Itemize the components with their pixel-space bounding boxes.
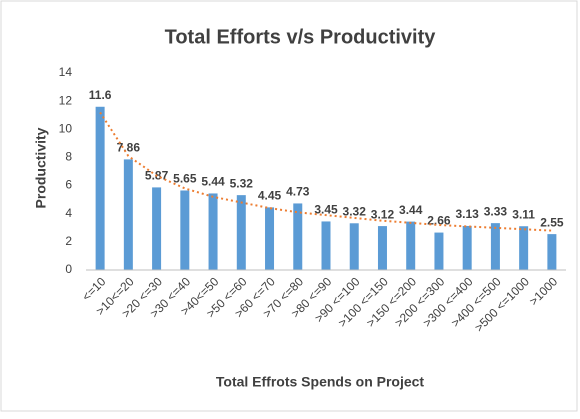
y-tick-label: 12 (59, 93, 73, 107)
bar (321, 221, 331, 270)
bar (462, 225, 472, 270)
value-label: 4.45 (258, 189, 282, 203)
value-label: 2.66 (427, 214, 451, 228)
value-label: 7.86 (117, 141, 141, 155)
value-label: 3.45 (314, 203, 338, 217)
bar (152, 187, 162, 270)
bar (265, 207, 275, 270)
y-tick-label: 14 (59, 65, 73, 79)
x-axis-title: Total Effrots Spends on Project (216, 374, 425, 390)
trendline (99, 111, 552, 232)
value-label: 11.6 (89, 88, 112, 102)
value-label: 3.44 (399, 203, 423, 217)
y-axis-title: Productivity (33, 127, 49, 208)
y-tick-label: 2 (65, 234, 72, 248)
y-tick-label: 6 (65, 178, 72, 192)
bar (236, 195, 246, 270)
y-tick-label: 4 (65, 206, 72, 220)
bar (349, 223, 359, 270)
value-label: 3.33 (484, 204, 508, 218)
value-label: 5.65 (173, 172, 197, 186)
bar (406, 221, 416, 270)
bar (519, 226, 529, 270)
value-label: 2.55 (540, 215, 564, 229)
y-tick-label: 8 (65, 150, 72, 164)
bar (180, 190, 190, 270)
value-label: 3.12 (371, 207, 395, 221)
bar (547, 234, 557, 270)
bar (434, 232, 444, 270)
bar (123, 159, 133, 270)
value-label: 3.13 (455, 207, 479, 221)
bar (490, 223, 500, 270)
bar (208, 193, 218, 270)
bar (95, 106, 105, 271)
value-label: 3.11 (512, 207, 535, 221)
chart-title: Total Efforts v/s Productivity (165, 26, 437, 48)
bar (293, 203, 303, 270)
value-label: 3.32 (343, 204, 367, 218)
y-tick-label: 10 (59, 121, 73, 135)
y-tick-label: 0 (65, 262, 72, 276)
value-label: 5.44 (201, 175, 225, 189)
bar (377, 226, 387, 270)
value-label: 4.73 (286, 185, 310, 199)
value-label: 5.32 (230, 176, 254, 190)
